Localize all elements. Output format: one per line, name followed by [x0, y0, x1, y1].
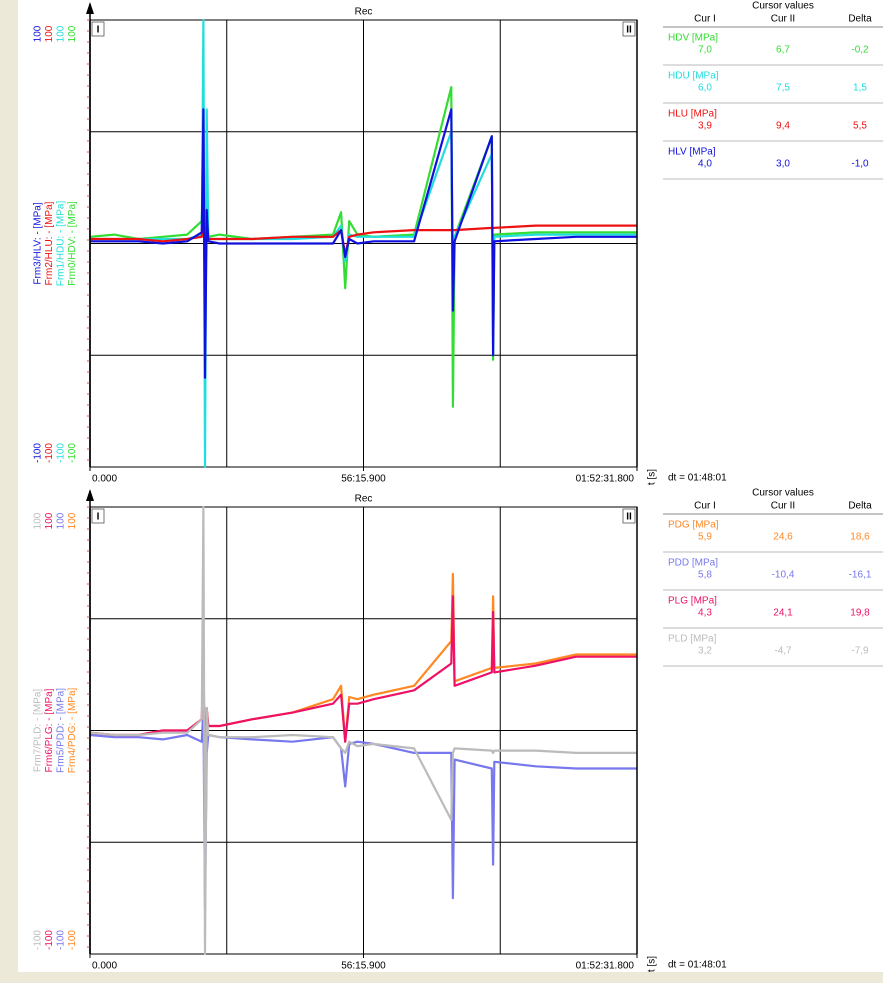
y-tick-label: -100 [67, 443, 78, 463]
y-tick-label: 100 [67, 512, 78, 529]
cursor-value: -0,2 [851, 45, 869, 56]
cursor-value: -4,7 [774, 646, 792, 657]
trace [90, 108, 637, 379]
cursor-box [622, 508, 636, 524]
y-axis-label: Frm2/HLU: - [MPa] [44, 201, 55, 285]
cursor-value: 6,0 [698, 83, 712, 94]
table-header: Cur II [771, 14, 795, 25]
table-header: Cur I [694, 14, 716, 25]
cursor-value: 5,5 [853, 121, 867, 132]
row-name: HLU [MPa] [668, 109, 717, 120]
y-tick-label: 100 [56, 25, 67, 42]
cursor-value: 24,1 [773, 608, 793, 619]
cursor-box [622, 21, 636, 37]
y-tick-label: -100 [44, 443, 55, 463]
cursor-box [91, 21, 105, 37]
trace [89, 505, 637, 956]
cursor-value: 5,9 [698, 532, 712, 543]
y-tick-label: -100 [33, 443, 44, 463]
chart-title: Rec [355, 7, 373, 18]
y-tick-label: 100 [44, 512, 55, 529]
y-tick-label: -100 [56, 443, 67, 463]
y-axis-arrow [86, 2, 94, 14]
y-tick-label: -100 [56, 930, 67, 950]
cursor-value: 7,0 [698, 45, 712, 56]
cursor-value: 7,5 [776, 83, 790, 94]
cursor-value: -16,1 [849, 570, 872, 581]
row-name: PLD [MPa] [668, 634, 717, 645]
table-header: Cur I [694, 501, 716, 512]
cursor-value: -1,0 [851, 159, 869, 170]
row-name: PDG [MPa] [668, 520, 719, 531]
x-axis-label: t [s] [647, 469, 658, 485]
bottom-strip [0, 972, 883, 983]
table-header: Cur II [771, 501, 795, 512]
y-axis-label: Frm4/PDG: - [MPa] [67, 687, 78, 773]
cursor-label: II [626, 512, 632, 523]
x-tick-label: 01:52:31.800 [576, 474, 635, 485]
y-tick-label: -100 [33, 930, 44, 950]
row-name: HDV [MPa] [668, 33, 718, 44]
left-strip [0, 0, 18, 983]
x-tick-label: 01:52:31.800 [576, 961, 635, 972]
y-tick-label: -100 [44, 930, 55, 950]
y-tick-label: 100 [44, 25, 55, 42]
y-tick-label: 100 [56, 512, 67, 529]
cursor-value: 4,0 [698, 159, 712, 170]
cursor-box [91, 508, 105, 524]
cursor-value: 18,6 [850, 532, 870, 543]
row-name: PDD [MPa] [668, 558, 718, 569]
cursor-value: 19,8 [850, 608, 870, 619]
cursor-value: 6,7 [776, 45, 790, 56]
y-tick-label: 100 [33, 25, 44, 42]
cursor-value: -7,9 [851, 646, 869, 657]
row-name: HDU [MPa] [668, 71, 719, 82]
cursor-value: -10,4 [772, 570, 795, 581]
x-tick-label: 56:15.900 [341, 474, 386, 485]
y-axis-arrow [86, 489, 94, 501]
cursor-value: 5,8 [698, 570, 712, 581]
cursor-value: 24,6 [773, 532, 793, 543]
cursor-value: 3,9 [698, 121, 712, 132]
y-axis-label: Frm5/PDD: - [MPa] [56, 688, 67, 773]
y-axis-label: Frm3/HLV: - [MPa] [33, 202, 44, 284]
row-name: HLV [MPa] [668, 147, 716, 158]
table-title: Cursor values [752, 488, 814, 499]
table-header: Delta [848, 501, 872, 512]
y-tick-label: -100 [67, 930, 78, 950]
row-name: PLG [MPa] [668, 596, 717, 607]
cursor-label: I [97, 512, 100, 523]
y-axis-label: Frm6/PLG: - [MPa] [44, 688, 55, 772]
y-tick-label: 100 [33, 512, 44, 529]
table-title: Cursor values [752, 1, 814, 12]
cursor-value: 4,3 [698, 608, 712, 619]
x-tick-label: 0.000 [92, 474, 117, 485]
x-tick-label: 56:15.900 [341, 961, 386, 972]
y-axis-label: Frm1/HDU: - [MPa] [56, 201, 67, 287]
dt-label: dt = 01:48:01 [668, 960, 727, 971]
cursor-value: 3,2 [698, 646, 712, 657]
cursor-value: 9,4 [776, 121, 790, 132]
y-axis-label: Frm7/PLD: - [MPa] [33, 689, 44, 773]
chart-title: Rec [355, 494, 373, 505]
dt-label: dt = 01:48:01 [668, 473, 727, 484]
cursor-label: II [626, 25, 632, 36]
x-axis-label: t [s] [647, 956, 658, 972]
table-header: Delta [848, 14, 872, 25]
x-tick-label: 0.000 [92, 961, 117, 972]
y-tick-label: 100 [67, 25, 78, 42]
cursor-label: I [97, 25, 100, 36]
cursor-value: 3,0 [776, 159, 790, 170]
cursor-value: 1,5 [853, 83, 867, 94]
y-axis-label: Frm0/HDV: - [MPa] [67, 201, 78, 286]
